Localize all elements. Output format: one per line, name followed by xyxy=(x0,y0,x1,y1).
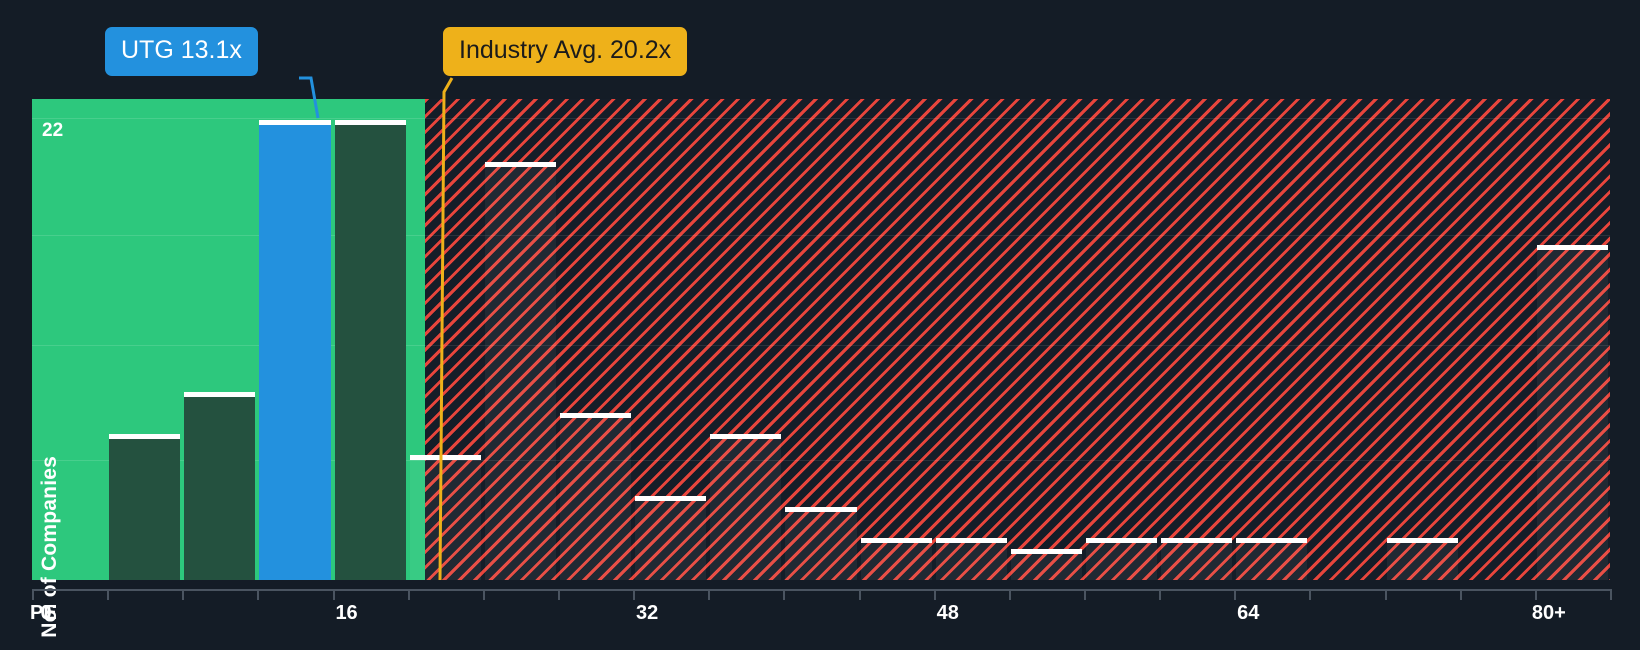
bar-body xyxy=(935,543,1007,580)
x-tick xyxy=(1234,589,1237,600)
x-tick xyxy=(182,589,185,600)
bar-44-48[interactable] xyxy=(860,538,932,580)
x-tick xyxy=(1384,589,1387,600)
bar-body xyxy=(560,417,632,580)
industry-avg-callout-label: Industry Avg. 20.2x xyxy=(459,36,672,64)
bar-cap xyxy=(1386,538,1458,544)
bar-72-76[interactable] xyxy=(1386,538,1458,580)
x-tick xyxy=(708,589,711,600)
x-tick xyxy=(858,589,861,600)
x-tick xyxy=(1534,589,1537,600)
bar-56-60[interactable] xyxy=(1086,538,1158,580)
bar-4-8[interactable] xyxy=(109,433,181,580)
bar-body xyxy=(109,438,181,580)
x-tick-label: 64 xyxy=(1237,602,1260,624)
bar-cap xyxy=(1086,538,1158,544)
bar-body xyxy=(184,396,256,580)
utg-callout-label: UTG 13.1x xyxy=(121,36,242,64)
bar-body xyxy=(1386,543,1458,580)
bar-body xyxy=(860,543,932,580)
x-tick xyxy=(407,589,410,600)
bar-series xyxy=(32,99,1610,580)
x-tick xyxy=(1084,589,1086,600)
plot-area xyxy=(32,99,1610,580)
bar-cap xyxy=(184,391,256,397)
overvalued-zone xyxy=(425,99,1610,580)
bar-body xyxy=(484,166,556,580)
bar-48-52[interactable] xyxy=(935,538,1007,580)
bar-cap xyxy=(710,433,782,439)
x-tick xyxy=(558,589,560,600)
bar-60-64[interactable] xyxy=(1161,538,1233,580)
bar-cap xyxy=(259,119,331,125)
bar-cap xyxy=(785,506,857,512)
bar-cap xyxy=(935,538,1007,544)
x-tick-label: 32 xyxy=(636,602,659,624)
bar-body xyxy=(710,438,782,580)
x-tick xyxy=(1159,589,1162,600)
x-tick xyxy=(482,589,485,600)
x-tick xyxy=(1459,589,1462,600)
x-tick xyxy=(32,589,34,600)
x-tick xyxy=(783,589,786,600)
x-tick xyxy=(107,589,110,600)
bar-cap xyxy=(109,433,181,439)
y-axis-max-label: 22 xyxy=(42,120,64,141)
bar-body xyxy=(409,459,481,580)
bar-body xyxy=(635,501,707,580)
x-axis-prefix-label: PE xyxy=(30,602,57,624)
bar-cap xyxy=(1161,538,1233,544)
bar-52-56[interactable] xyxy=(1010,548,1082,580)
bar-28-32[interactable] xyxy=(560,412,632,580)
bar-cap xyxy=(1010,548,1082,554)
industry-avg-callout[interactable]: Industry Avg. 20.2x xyxy=(443,27,688,76)
x-tick xyxy=(1309,589,1312,600)
bar-cap xyxy=(560,412,632,418)
bar-cap xyxy=(1236,538,1308,544)
utg-callout[interactable]: UTG 13.1x xyxy=(105,27,258,76)
bar-cap xyxy=(484,161,556,167)
x-tick xyxy=(257,589,260,600)
x-tick-label: 80+ xyxy=(1531,602,1566,624)
bar-body xyxy=(785,511,857,580)
x-tick xyxy=(1610,589,1612,600)
bar-cap xyxy=(1536,245,1608,251)
bar-32-36[interactable] xyxy=(635,496,707,580)
bar-80plus[interactable] xyxy=(1536,245,1608,580)
x-tick-label: 48 xyxy=(936,602,959,624)
x-tick-label: 16 xyxy=(335,602,358,624)
bar-20-24[interactable] xyxy=(409,454,481,580)
bar-body xyxy=(1536,250,1608,580)
bar-8-12[interactable] xyxy=(184,391,256,580)
x-tick xyxy=(1008,589,1011,600)
bar-body xyxy=(259,124,331,580)
bar-cap xyxy=(860,538,932,544)
bar-12-16[interactable] xyxy=(259,119,331,580)
bar-24-28[interactable] xyxy=(484,161,556,580)
bar-body xyxy=(1010,553,1082,580)
bar-cap xyxy=(635,496,707,502)
bar-body xyxy=(1086,543,1158,580)
bar-16-20[interactable] xyxy=(334,119,406,580)
x-axis-line xyxy=(32,589,1610,591)
x-tick-label: 0 xyxy=(40,602,52,624)
bar-36-40[interactable] xyxy=(710,433,782,580)
x-tick xyxy=(633,589,636,600)
bar-40-44[interactable] xyxy=(785,506,857,580)
x-tick xyxy=(332,589,335,600)
bar-64-68[interactable] xyxy=(1236,538,1308,580)
bar-cap xyxy=(334,119,406,125)
bar-body xyxy=(1161,543,1233,580)
bar-body xyxy=(334,124,406,580)
bar-body xyxy=(1236,543,1308,580)
x-tick xyxy=(933,589,936,600)
